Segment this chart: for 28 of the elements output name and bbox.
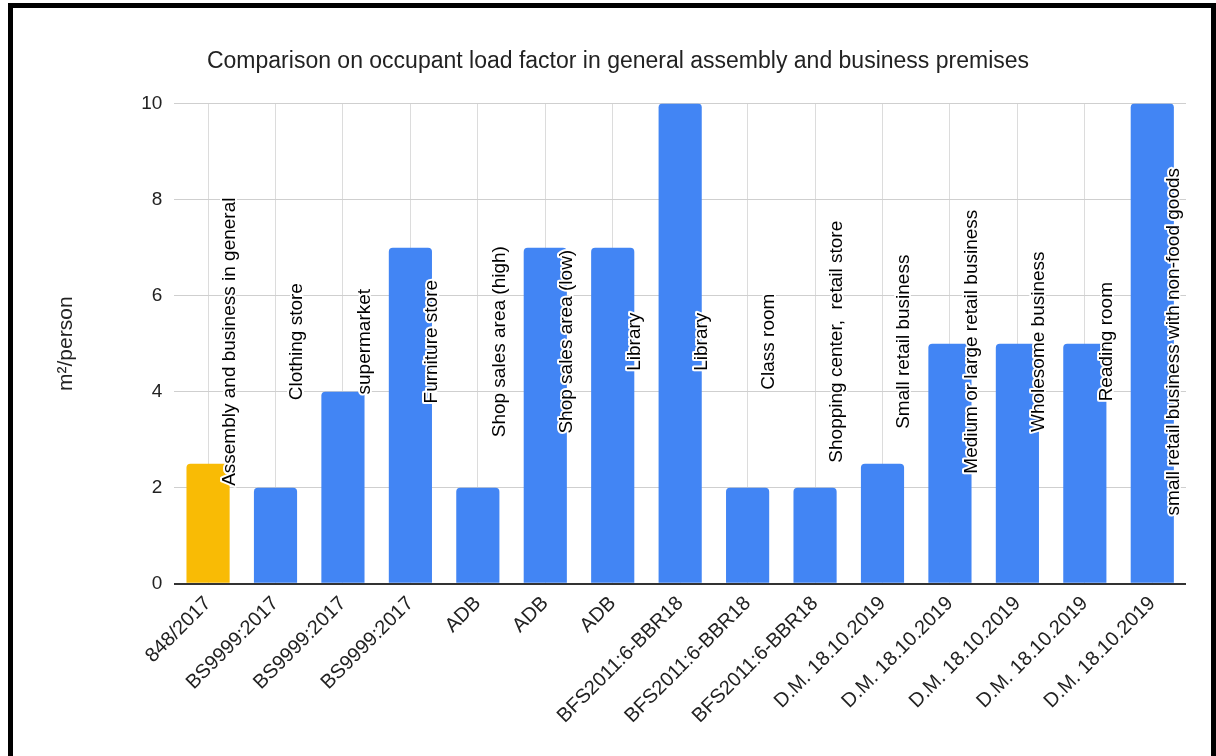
annotation: Clothing store: [285, 283, 307, 401]
y-axis-title: m²/person: [53, 296, 77, 391]
bar: [860, 463, 905, 583]
y-tick-label: 6: [151, 283, 163, 305]
bar: [793, 487, 837, 583]
annotation: Library: [689, 312, 711, 371]
annotation: Medium or large retail business: [959, 209, 981, 474]
annotation: Shopping center, retail store: [824, 220, 846, 463]
annotation: supermarket: [352, 288, 374, 395]
y-tick-label: 8: [151, 187, 163, 209]
annotation: Furniture store: [420, 279, 442, 404]
annotation: Shop sales area (high): [487, 246, 509, 438]
annotation: Reading room: [1094, 282, 1116, 402]
annotation: Wholesome business: [1027, 251, 1049, 432]
annotation: Class room: [757, 293, 779, 390]
annotation: Assembly and business in general: [217, 197, 239, 486]
annotation: Library: [622, 312, 644, 371]
chart-title: Comparison on occupant load factor in general assembly and business premises: [206, 47, 1030, 74]
bar: [253, 487, 298, 583]
bar: [456, 487, 500, 583]
y-tick-label: 2: [151, 476, 163, 497]
annotation: small retail business with non-food goods: [1162, 167, 1184, 516]
y-tick-label: 4: [151, 379, 163, 401]
y-tick-label: 10: [141, 91, 163, 113]
y-tick-label: 0: [151, 572, 163, 594]
bar: [726, 487, 770, 583]
annotation: Shop sales area (low): [555, 249, 577, 434]
annotation: Small retail business: [892, 254, 914, 429]
